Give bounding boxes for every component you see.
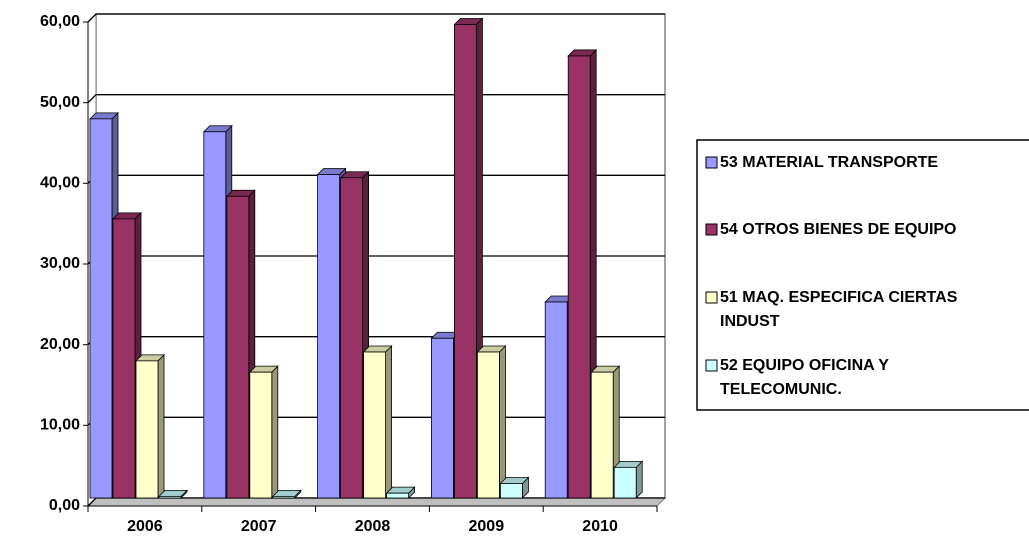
y-tick-label: 30,00 xyxy=(40,255,80,272)
x-tick-label: 2009 xyxy=(469,518,505,535)
bar-front xyxy=(89,118,113,499)
floor xyxy=(86,497,667,507)
bar-side xyxy=(157,353,165,499)
bar-front xyxy=(567,55,591,499)
legend-line: TELECOMUNIC. xyxy=(720,381,842,398)
legend-swatch xyxy=(705,156,718,169)
legend-box xyxy=(696,139,1029,411)
bar-front xyxy=(499,483,523,499)
x-tick-label: 2006 xyxy=(127,518,163,535)
bar-front xyxy=(590,371,614,499)
bar-front xyxy=(476,351,500,499)
bar-front xyxy=(386,492,410,499)
x-tick-label: 2008 xyxy=(355,518,391,535)
bar xyxy=(271,489,302,499)
bar xyxy=(613,460,644,499)
bar-front xyxy=(363,351,387,499)
legend-label: 52 EQUIPO OFICINA Y TELECOMUNIC. xyxy=(720,357,889,398)
y-tick-label: 40,00 xyxy=(40,175,80,192)
bar-front xyxy=(317,174,341,499)
bar-front xyxy=(272,495,296,499)
bar xyxy=(135,353,165,499)
x-tick-label: 2010 xyxy=(582,518,618,535)
bar-side xyxy=(498,345,506,499)
bar xyxy=(158,489,188,499)
y-tick-label: 20,00 xyxy=(40,336,80,353)
bar xyxy=(385,486,416,499)
x-tick-label: 2007 xyxy=(241,518,277,535)
bar xyxy=(248,365,279,499)
bar-front xyxy=(158,495,182,499)
legend-line: INDUST xyxy=(720,313,780,330)
legend-swatch xyxy=(705,223,718,236)
legend-line: 53 MATERIAL TRANSPORTE xyxy=(720,154,938,171)
bar-front xyxy=(613,466,637,499)
y-tick-label: 50,00 xyxy=(40,94,80,111)
legend-label: 53 MATERIAL TRANSPORTE xyxy=(720,154,938,171)
bar-front xyxy=(453,24,477,499)
legend-line: 54 OTROS BIENES DE EQUIPO xyxy=(720,221,957,238)
y-tick-label: 0,00 xyxy=(49,497,80,514)
bar-front xyxy=(340,177,364,499)
bar-front xyxy=(203,131,227,499)
bar xyxy=(362,345,393,499)
bar-front xyxy=(544,301,568,499)
legend-label: 54 OTROS BIENES DE EQUIPO xyxy=(720,221,957,238)
bar-front xyxy=(226,195,250,499)
legend-swatch xyxy=(705,291,718,304)
y-tick-label: 10,00 xyxy=(40,417,80,434)
bar xyxy=(499,476,530,499)
legend-line: 51 MAQ. ESPECIFICA CIERTAS xyxy=(720,289,958,306)
bar-front xyxy=(430,337,454,499)
grid-line xyxy=(87,13,665,23)
legend: 53 MATERIAL TRANSPORTE 54 OTROS BIENES DE… xyxy=(696,139,1029,411)
y-tick-label: 60,00 xyxy=(40,13,80,30)
legend-label: 51 MAQ. ESPECIFICA CIERTAS INDUST xyxy=(720,289,958,330)
bar-front xyxy=(112,218,136,499)
bar xyxy=(476,345,507,499)
legend-swatch xyxy=(705,359,718,372)
bar-front xyxy=(135,360,159,499)
legend-line: 52 EQUIPO OFICINA Y xyxy=(720,357,889,374)
bar-front xyxy=(249,371,273,499)
bar-side xyxy=(271,365,279,499)
bar-side xyxy=(385,345,393,499)
